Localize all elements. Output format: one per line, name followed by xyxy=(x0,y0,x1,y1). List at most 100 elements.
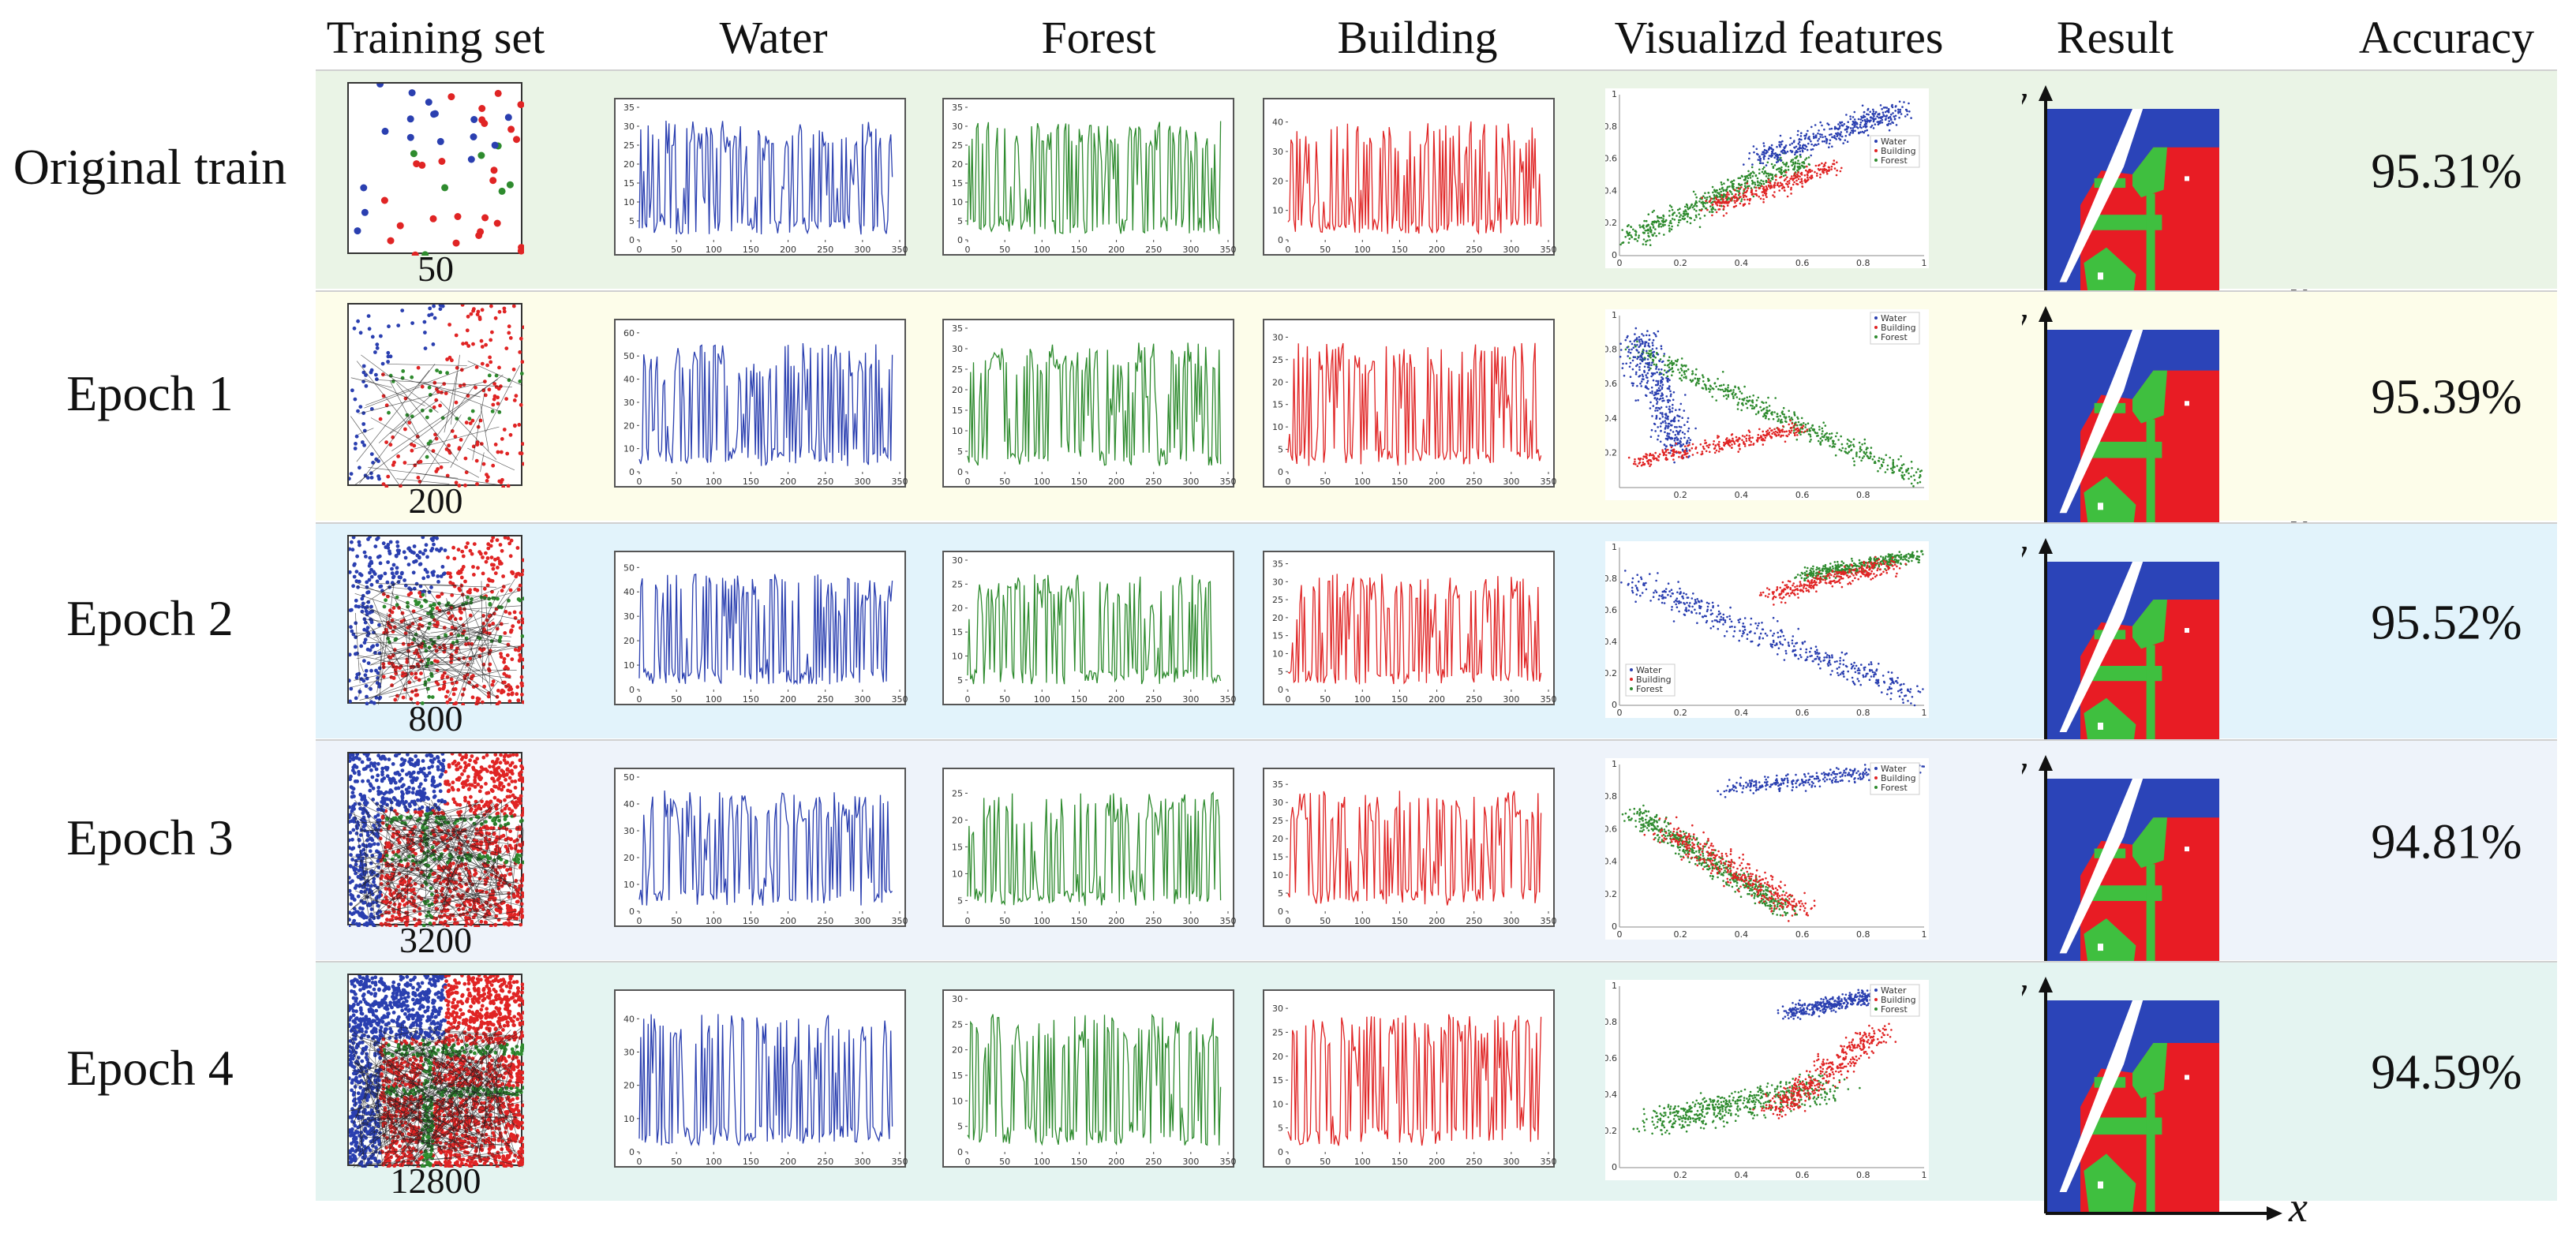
x-tick-label: 0 xyxy=(965,694,971,705)
x-tick-label: 1 xyxy=(1922,1170,1927,1180)
legend-label: Water xyxy=(1881,764,1907,774)
x-tick-label: 0 xyxy=(637,694,642,705)
y-tick-label: 10 xyxy=(952,651,963,661)
row-epoch-4-forest-series-line xyxy=(968,1015,1221,1146)
row-epoch-3-forest-points xyxy=(1622,805,1798,917)
y-tick-label: 10 xyxy=(623,444,635,454)
row-epoch-3-sample-count: 3200 xyxy=(399,919,472,961)
row-original-train-background xyxy=(316,69,2557,289)
y-tick-label: 30 xyxy=(623,611,635,622)
x-tick-label: 350 xyxy=(1220,916,1237,926)
x-tick-label: 0.6 xyxy=(1795,1170,1810,1180)
x-tick-label: 200 xyxy=(1428,477,1445,487)
x-tick-label: 0 xyxy=(1286,245,1291,255)
x-tick-label: 0 xyxy=(1286,1157,1291,1167)
row-epoch-4-result-map-group: yx xyxy=(2022,977,2346,1237)
x-tick-label: 100 xyxy=(1354,477,1371,487)
y-tick-label: 5 xyxy=(629,216,635,226)
x-tick-label: 0 xyxy=(965,477,971,487)
legend-marker xyxy=(1874,767,1878,770)
x-tick-label: 1 xyxy=(1922,708,1927,718)
x-tick-label: 350 xyxy=(1220,477,1237,487)
x-tick-label: 0.8 xyxy=(1856,1170,1870,1180)
legend-label: Forest xyxy=(1881,155,1908,166)
y-tick-label: 0.2 xyxy=(1605,447,1617,458)
row-epoch-2-water-series-line xyxy=(639,574,893,685)
x-tick-label: 0 xyxy=(965,1157,971,1167)
y-tick-label: 10 xyxy=(952,869,963,879)
y-tick-label: 0.2 xyxy=(1605,889,1617,899)
x-tick-label: 50 xyxy=(1320,1157,1331,1167)
y-tick-label: 30 xyxy=(623,398,635,408)
x-tick-label: 150 xyxy=(743,477,759,487)
y-tick-label: 15 xyxy=(1272,852,1283,862)
y-tick-label: 20 xyxy=(1272,176,1283,186)
row-epoch-2-water-points xyxy=(1620,570,1924,706)
x-tick-label: 0 xyxy=(637,1157,642,1167)
x-tick-label: 200 xyxy=(1428,1157,1445,1167)
y-tick-label: 5 xyxy=(957,1122,963,1132)
y-tick-label: 0 xyxy=(1612,250,1617,260)
row-epoch-3-classification-map xyxy=(2046,779,2219,973)
y-tick-label: 10 xyxy=(1272,1099,1283,1109)
x-tick-label: 0.6 xyxy=(1795,929,1810,940)
y-tick-label: 25 xyxy=(1272,355,1283,365)
x-tick-label: 200 xyxy=(780,694,796,705)
y-tick-label: 30 xyxy=(1272,1004,1283,1014)
y-tick-label: 1 xyxy=(1612,310,1617,320)
y-tick-label: 30 xyxy=(623,1047,635,1057)
row-epoch-3-result-map-group: yx xyxy=(2022,755,2346,996)
y-tick-label: 0 xyxy=(629,235,635,245)
row-epoch-2-training-svg xyxy=(349,536,524,705)
y-tick-label: 1 xyxy=(1612,759,1617,769)
x-tick-label: 250 xyxy=(817,1157,833,1167)
x-tick-label: 0.8 xyxy=(1856,708,1870,718)
x-tick-label: 250 xyxy=(1145,1157,1162,1167)
x-tick-label: 300 xyxy=(854,245,871,255)
x-tick-label: 200 xyxy=(1428,694,1445,705)
y-tick-label: 30 xyxy=(952,994,963,1004)
x-tick-label: 250 xyxy=(1466,245,1482,255)
row-original-train-label: Original train xyxy=(13,138,287,196)
x-tick-label: 350 xyxy=(1541,916,1557,926)
x-tick-label: 0.2 xyxy=(1673,708,1687,718)
row-epoch-4-forest-points xyxy=(1633,1071,1861,1135)
row-epoch-1-water-series-line xyxy=(639,343,893,466)
header-forest: Forest xyxy=(1042,11,1156,64)
x-tick-label: 300 xyxy=(1182,477,1199,487)
x-tick-label: 300 xyxy=(1503,477,1519,487)
x-tick-label: 200 xyxy=(780,477,796,487)
y-axis-label: y xyxy=(2022,538,2027,576)
legend-marker xyxy=(1874,1007,1878,1011)
x-tick-label: 100 xyxy=(1034,694,1050,705)
row-epoch-2-result-svg: yx xyxy=(2022,538,2346,775)
y-tick-label: 0.6 xyxy=(1605,154,1617,164)
row-epoch-2-forest-points xyxy=(1794,550,1924,581)
x-tick-label: 250 xyxy=(1466,694,1482,705)
row-epoch-2-classification-map xyxy=(2046,562,2219,751)
row-epoch-3-water-points xyxy=(1717,764,1925,798)
y-tick-label: 20 xyxy=(623,1081,635,1091)
row-epoch-2-sample-count: 800 xyxy=(409,697,463,739)
y-tick-label: 20 xyxy=(1272,613,1283,623)
y-tick-label: 5 xyxy=(957,675,963,686)
row-original-train-water-series-line xyxy=(639,121,893,234)
x-tick-label: 0 xyxy=(1617,929,1623,940)
y-tick-label: 5 xyxy=(1278,1123,1283,1134)
row-epoch-4-sample-count: 12800 xyxy=(391,1160,481,1202)
x-tick-label: 200 xyxy=(1108,477,1125,487)
y-tick-label: 0 xyxy=(957,235,963,245)
